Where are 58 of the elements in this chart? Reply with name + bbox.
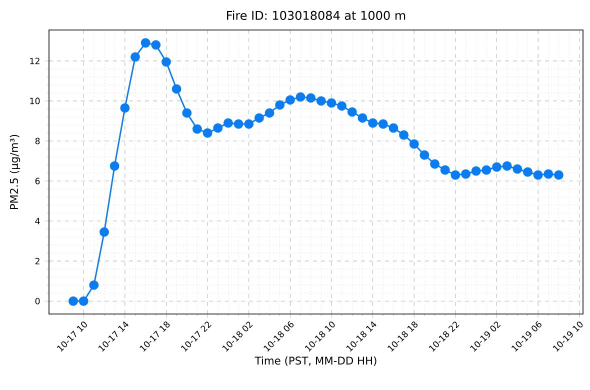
point	[358, 113, 368, 123]
point	[399, 130, 409, 140]
point	[502, 161, 512, 171]
point	[254, 113, 264, 123]
point	[78, 296, 88, 306]
y-tick-label: 10	[30, 98, 40, 104]
point	[326, 98, 336, 108]
point	[544, 169, 554, 179]
y-tick-label: 12	[30, 58, 40, 64]
point	[337, 101, 347, 111]
point	[120, 103, 130, 113]
y-tick-label: 0	[35, 298, 40, 304]
point	[388, 123, 398, 133]
point	[471, 166, 481, 176]
point	[68, 296, 78, 306]
chart-title: Fire ID: 103018084 at 1000 m	[227, 10, 406, 20]
point	[492, 162, 502, 172]
point	[110, 161, 120, 171]
point	[512, 164, 522, 174]
point	[285, 95, 295, 105]
y-axis-title: PM2.5 (µg/m³)	[10, 134, 20, 210]
point	[172, 84, 182, 94]
point	[264, 108, 274, 118]
point	[347, 107, 357, 117]
point	[533, 170, 543, 180]
point	[192, 124, 202, 134]
point	[420, 150, 430, 160]
point	[234, 119, 244, 129]
point	[409, 139, 419, 149]
y-tick-label: 6	[35, 178, 40, 184]
point	[244, 119, 254, 129]
point	[554, 170, 564, 180]
point	[202, 128, 212, 138]
point	[223, 118, 233, 128]
x-axis-title: Time (PST, MM-DD HH)	[254, 356, 376, 366]
point	[296, 92, 306, 102]
point	[482, 165, 492, 175]
point	[316, 96, 326, 106]
point	[306, 93, 316, 103]
point	[89, 280, 99, 290]
point	[213, 123, 223, 133]
point	[450, 170, 460, 180]
y-tick-label: 2	[35, 258, 40, 264]
point	[130, 52, 140, 62]
point	[368, 118, 378, 128]
y-tick-label: 4	[35, 218, 40, 224]
point	[182, 108, 192, 118]
point	[461, 169, 470, 179]
point	[100, 227, 109, 237]
y-tick-label: 8	[35, 138, 40, 144]
point	[140, 38, 150, 48]
point	[378, 119, 388, 129]
point	[440, 165, 450, 175]
point	[151, 40, 161, 50]
point	[162, 57, 171, 67]
point	[275, 100, 285, 110]
point	[523, 167, 532, 177]
point	[430, 159, 440, 169]
